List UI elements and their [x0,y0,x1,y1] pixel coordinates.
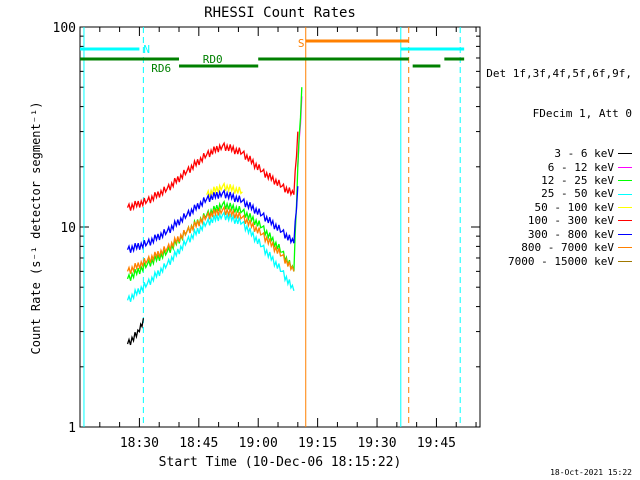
series-line-100-300-kev [126,131,299,212]
legend-entry-25-50-kev: 25 - 50 keV [486,187,632,200]
series-line-300-800-kev [126,186,299,254]
legend-entry-6-12-kev: 6 - 12 keV [486,161,632,174]
flag-label-n: N [143,43,150,56]
legend-swatch [618,260,632,262]
legend-entry-50-100-kev: 50 - 100 keV [486,201,632,214]
legend-entry-100-300-kev: 100 - 300 keV [486,214,632,227]
legend-swatch [618,220,632,222]
legend-swatch [618,166,632,168]
y-tick-label: 100 [53,21,76,36]
legend-label: 12 - 25 keV [541,174,614,188]
series-line-800-7000-kev [126,205,295,274]
legend-swatch [618,153,632,155]
x-tick-label: 19:30 [357,436,396,451]
x-tick-label: 19:45 [417,436,456,451]
x-tick-label: 18:30 [120,436,159,451]
legend-entry-7000-15000-kev: 7000 - 15000 keV [486,255,632,268]
x-axis-label: Start Time (10-Dec-06 18:15:22) [159,455,402,470]
legend-label: 300 - 800 keV [527,227,614,241]
legend-label: 7000 - 15000 keV [508,254,614,268]
legend-header-line-2: FDecim 1, Att 0 [532,107,632,121]
legend-entry-3-6-kev: 3 - 6 keV [486,147,632,160]
legend-label: 800 - 7000 keV [521,241,614,255]
legend-entry-800-7000-kev: 800 - 7000 keV [486,241,632,254]
series-line-50-100-kev [206,181,243,198]
legend: Det 1f,3f,4f,5f,6f,9f, FDecim 1, Att 0 3… [486,40,632,281]
legend-swatch [618,207,632,209]
legend-swatch [618,193,632,195]
flag-label-s: S [298,37,305,50]
legend-entries: 3 - 6 keV 6 - 12 keV 12 - 25 keV 25 - 50 ke… [486,147,632,268]
y-axis-label: Count Rate (s⁻¹ detector segment⁻¹) [29,102,43,355]
y-tick-label: 10 [60,221,76,236]
legend-swatch [618,247,632,249]
legend-label: 3 - 6 keV [554,147,614,161]
legend-label: 6 - 12 keV [547,160,614,174]
plot-area: 1 10 100 18:30 18:45 19:00 19:15 19:30 19:45 N RD0… [53,21,481,451]
legend-swatch [618,233,632,235]
legend-entry-12-25-kev: 12 - 25 keV [486,174,632,187]
x-tick-label: 19:00 [239,436,278,451]
flag-label-rd6: RD6 [151,62,171,75]
footer-timestamp: 18-Oct-2021 15:22 [550,468,632,477]
flag-label-rd0: RD0 [203,53,223,66]
series-line-3-6-kev [126,318,145,346]
legend-swatch [618,180,632,182]
y-tick-label: 1 [68,421,76,436]
x-tick-label: 19:15 [298,436,337,451]
legend-label: 25 - 50 keV [541,187,614,201]
series-line-12-25-kev [126,87,303,281]
chart-title: RHESSI Count Rates [204,5,356,21]
x-tick-label: 18:45 [179,436,218,451]
legend-label: 100 - 300 keV [527,214,614,228]
series-line-25-50-kev [126,210,295,302]
legend-entry-300-800-kev: 300 - 800 keV [486,228,632,241]
legend-header-line-1: Det 1f,3f,4f,5f,6f,9f, [486,66,632,80]
legend-label: 50 - 100 keV [534,200,614,214]
